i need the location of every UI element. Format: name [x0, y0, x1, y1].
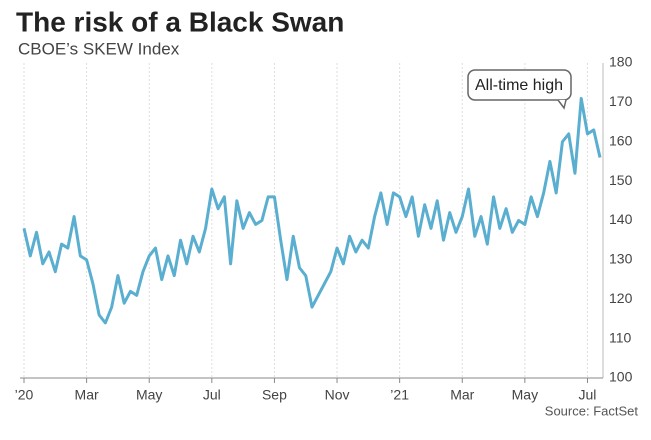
chart-subtitle: CBOE’s SKEW Index — [18, 39, 180, 58]
x-tick-label: Jul — [579, 387, 597, 403]
x-tick-label: Mar — [75, 387, 99, 403]
y-tick-label: 100 — [609, 369, 633, 385]
x-tick-label: Nov — [325, 387, 350, 403]
y-tick-label: 140 — [609, 211, 633, 227]
y-tick-label: 150 — [609, 172, 633, 188]
x-tick-label: May — [512, 387, 538, 403]
callout-pointer — [557, 99, 567, 110]
callout-box — [467, 69, 572, 101]
x-tick-label: Jul — [203, 387, 221, 403]
y-tick-label: 170 — [609, 93, 633, 109]
annotation-text: All-time high — [475, 77, 563, 94]
y-tick-label: 180 — [609, 54, 633, 70]
x-tick-label: Mar — [450, 387, 474, 403]
source: Source: FactSet — [545, 403, 639, 418]
y-tick-label: 120 — [609, 290, 633, 306]
y-tick-label: 130 — [609, 251, 633, 267]
x-tick-label: ’20 — [15, 387, 34, 403]
x-tick-label: May — [136, 387, 162, 403]
annotation-callout: All-time high — [467, 69, 572, 110]
x-tick-label: Sep — [262, 387, 287, 403]
data-line — [22, 96, 602, 325]
x-tick-label: ’21 — [390, 387, 409, 403]
y-tick-label: 160 — [609, 132, 633, 148]
y-tick-label: 110 — [609, 329, 632, 345]
chart-title: The risk of a Black Swan — [16, 6, 344, 37]
